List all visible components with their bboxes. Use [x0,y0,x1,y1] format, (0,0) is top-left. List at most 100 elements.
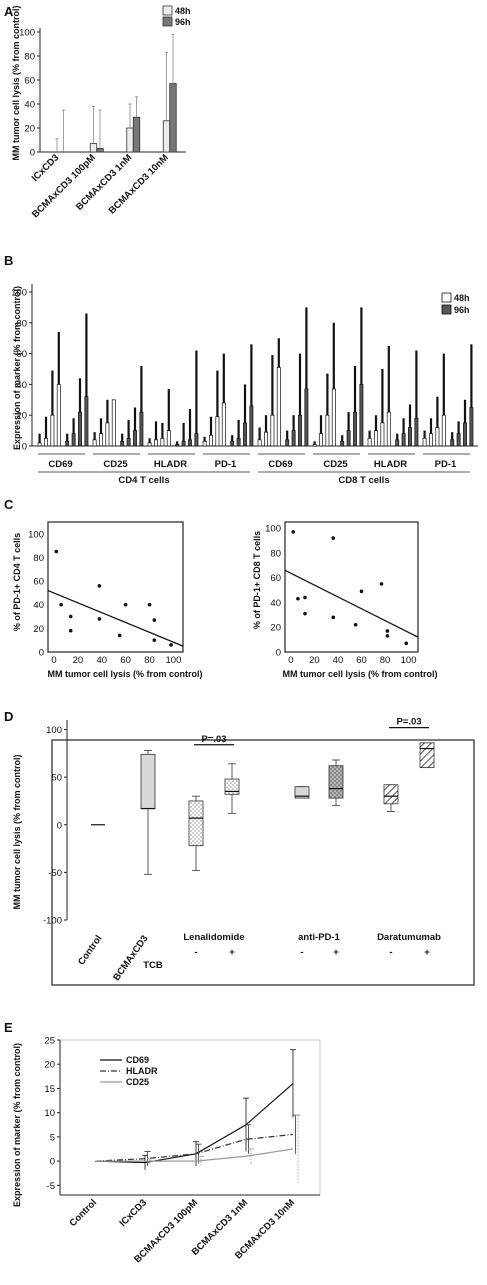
panel-letter-d: D [4,709,13,724]
panel-c1-point [147,602,152,607]
panel-c1-xlabel: MM tumor cell lysis (% from control) [47,669,202,679]
panel-b-bar [65,441,70,447]
panel-a-bar [132,116,141,153]
panel-e: E Expression of marker (% from control) … [4,1020,321,1265]
panel-b-bar [154,439,158,447]
panel-b-bar [463,422,467,447]
panel-a-ytick-label: 80 [24,52,35,63]
panel-e-ytick-label: 10 [44,1108,55,1119]
panel-b-bar [340,441,345,447]
panel-b-bar [221,402,226,447]
panel-d-minus-label: - [194,947,197,958]
panel-b-bar [285,439,290,447]
panel-d-group-label: Daratumumab [377,932,441,943]
panel-d-p-value: P=.03 [201,734,226,745]
panel-b-bar [243,422,247,447]
panel-e-series-line [94,1133,294,1162]
panel-e-series-line [95,1148,294,1162]
panel-b-ylabel: Expression of marker (% from control) [12,286,22,450]
panel-e-ytick-label: -5 [47,1181,55,1192]
panel-d-minus-label: - [389,947,392,958]
panel-c2-ytick-label: 100 [265,524,281,535]
panel-b-bar [111,399,116,447]
panel-d-ytick-label: -100 [43,916,62,927]
panel-c1-ytick-label: 20 [33,624,44,635]
panel-b-legend-label: 48h [454,293,470,303]
panel-b-cell-group-label: CD8 T cells [338,475,389,486]
panel-c1-point [152,638,157,642]
panel-c2-ylabel: % of PD-1+ CD8 T cells [252,531,262,629]
panel-b-bar [429,433,433,447]
panel-d-p-value: P=.03 [396,717,421,728]
panel-c1-xtick-label: 80 [144,655,155,666]
panel-d-label-bcmaxcd3: BCMAxCD3 [111,933,150,983]
panel-c1-xtick-label: 20 [73,655,84,666]
panel-b-bar [291,430,296,447]
panel-e-series-line [94,1083,294,1164]
panel-c2-point [331,615,336,620]
panel-b-bar [304,388,309,447]
panel-d-group-label: anti-PD-1 [298,932,340,943]
panel-d-label-control: Control [76,933,104,967]
panel-b-ytick-label: 20 [16,411,27,422]
panel-b-bar [264,431,268,447]
panel-b-bar [139,411,144,447]
panel-c2-xtick-label: 40 [333,655,344,666]
panel-b-bar [209,434,213,447]
panel-letter-c: C [4,497,14,512]
panel-a-bar [162,120,171,153]
panel-c2-point [291,530,296,534]
panel-b-bar [408,427,412,447]
panel-b-bar [202,441,207,447]
panel-b-bar [353,411,357,447]
panel-c2-point [379,582,384,586]
panel-b-bar [270,414,275,447]
panel-e-ytick-label: 25 [44,1036,55,1047]
panel-c2-xtick-label: 80 [380,655,391,666]
panel-d-plus-label: + [229,947,235,958]
panel-letter-b: B [4,253,13,268]
panel-e-legend-label: CD25 [126,1077,149,1087]
panel-b-bar [319,433,323,447]
panel-c1-point [54,549,59,554]
panel-b-bar [441,414,446,447]
panel-b-bar [71,433,76,447]
panel-e-ytick-label: 20 [44,1060,55,1071]
panel-b: B Expression of marker (% from control) … [4,253,478,486]
panel-c: C % of PD-1+ CD4 T cells % of PD-1+ CD8 … [4,497,438,679]
panel-a-legend-swatch [162,5,173,16]
panel-b-bar [298,414,302,447]
panel-c1-point [152,618,157,622]
panel-b-legend-label: 96h [454,305,470,315]
panel-c2-xtick-label: 60 [356,655,367,666]
panel-b-bar [181,441,186,447]
panel-c1-xtick-label: 0 [51,655,56,666]
panel-b-bar [359,384,364,447]
panel-e-frame [59,1039,321,1196]
panel-b-ytick-label: 40 [16,380,27,391]
panel-b-group-label: CD69 [268,459,292,470]
panel-b-legend-swatch [441,304,452,315]
panel-b-ytick-label: 60 [16,349,27,360]
panel-c1-point [59,602,63,607]
panel-d-group-label: Lenalidomide [183,932,244,943]
panel-a-legend-label: 96h [175,17,191,27]
panel-a-bar [169,83,177,153]
panel-a-legend-label: 48h [175,6,191,16]
panel-c1-ytick-label: 0 [39,648,44,659]
panel-c1-xtick-label: 60 [120,655,131,666]
panel-b-bar [395,439,400,447]
panel-d: D MM tumor cell lysis (% from control) -… [4,709,475,986]
panel-c2-point [303,611,307,616]
panel-a-ytick-label: 60 [24,76,35,87]
panel-b-bar [331,388,336,447]
panel-b-bar [84,396,89,447]
panel-d-box [140,753,156,809]
panel-d-frame [51,739,475,986]
panel-b-bar [133,430,137,447]
panel-d-plus-label: + [424,947,430,958]
panel-c2-point [359,589,364,594]
panel-b-bar [380,422,385,447]
panel-d-ylabel: MM tumor cell lysis (% from control) [12,754,22,909]
